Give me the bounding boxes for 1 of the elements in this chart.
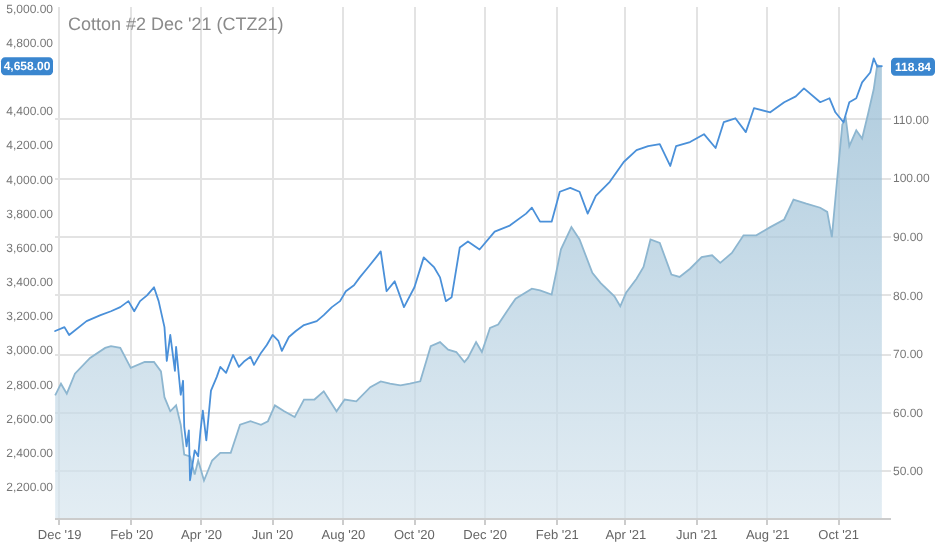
chart-title: Cotton #2 Dec '21 (CTZ21)	[68, 14, 284, 34]
